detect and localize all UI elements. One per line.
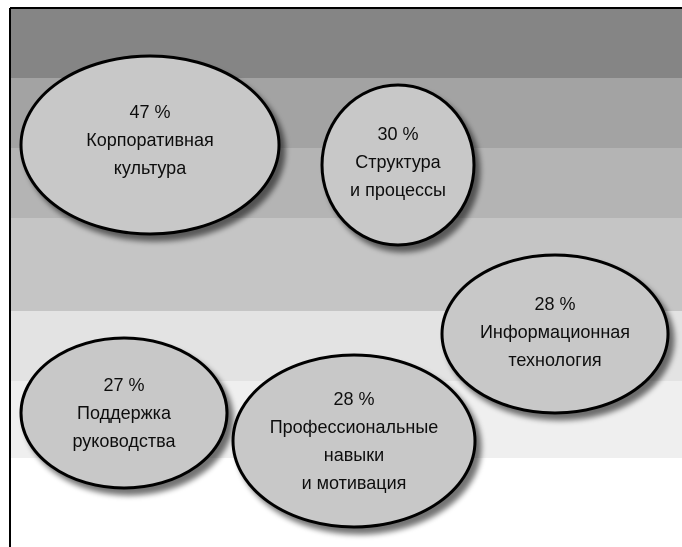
bubble-information-technology: 28 % Информационная технология (440, 253, 670, 415)
bubble-percent: 28 % (333, 389, 374, 409)
bubble-ellipse (19, 54, 281, 236)
bubble-line: и процессы (350, 180, 446, 200)
bubble-line: Поддержка (77, 403, 172, 423)
bubble-line: Структура (355, 152, 441, 172)
bubble-percent: 27 % (103, 375, 144, 395)
bubble-management-support: 27 % Поддержка руководства (19, 336, 229, 490)
bubble-ellipse (19, 336, 229, 490)
bubble-professional-skills: 28 % Профессиональные навыки и мотивация (231, 353, 477, 529)
bubble-structure-processes: 30 % Структура и процессы (320, 83, 476, 247)
bubble-line: навыки (324, 445, 384, 465)
bubble-line: Информационная (480, 322, 630, 342)
bubble-line: Профессиональные (270, 417, 439, 437)
bubble-corporate-culture: 47 % Корпоративная культура (19, 54, 281, 236)
bubble-line: технология (508, 350, 601, 370)
bubble-percent: 47 % (129, 102, 170, 122)
bubble-ellipse (320, 83, 476, 247)
bubble-percent: 28 % (534, 294, 575, 314)
bubble-line: Корпоративная (86, 130, 213, 150)
bubble-ellipse (231, 353, 477, 529)
bubble-ellipse (440, 253, 670, 415)
bubble-line: и мотивация (302, 473, 407, 493)
bubble-line: руководства (73, 431, 177, 451)
bubble-percent: 30 % (377, 124, 418, 144)
bubble-line: культура (114, 158, 187, 178)
